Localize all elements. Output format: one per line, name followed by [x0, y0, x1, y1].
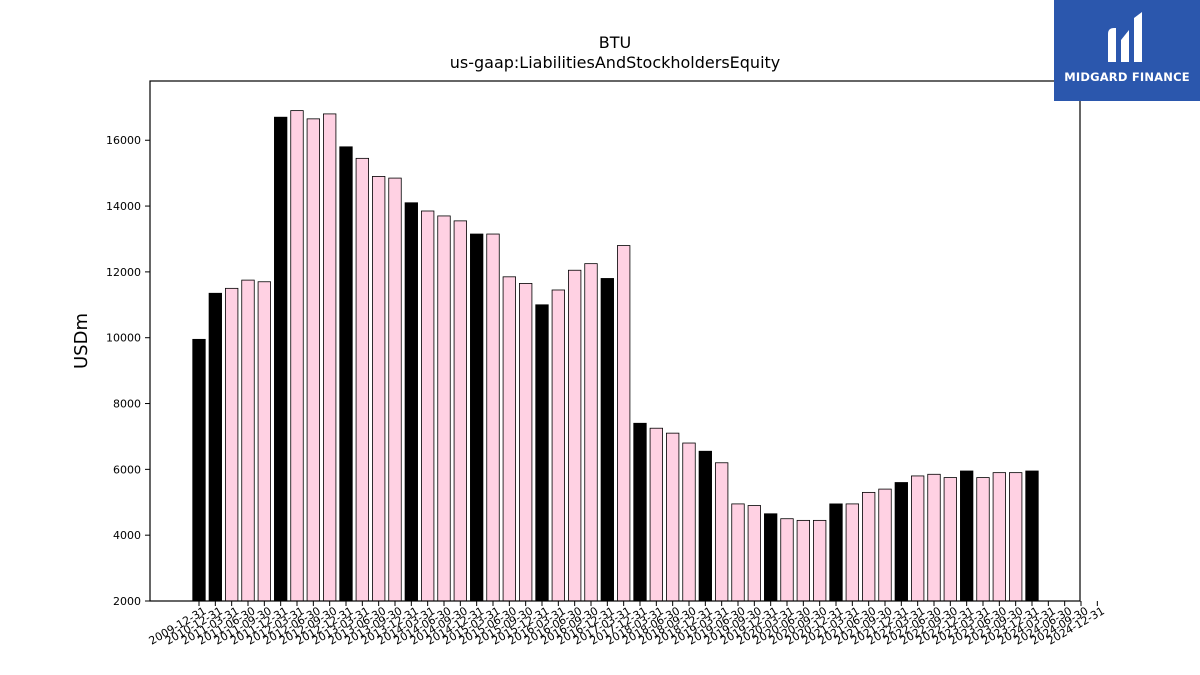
bar	[290, 110, 304, 602]
bar	[323, 113, 337, 602]
y-tick-label: 2000	[113, 595, 141, 608]
y-tick-label: 4000	[113, 529, 141, 542]
bar	[306, 118, 320, 602]
bar	[960, 470, 974, 602]
bar	[666, 432, 680, 602]
bar	[698, 450, 712, 602]
bar	[976, 477, 990, 602]
bar	[617, 245, 631, 602]
bar	[796, 519, 810, 602]
bar	[715, 462, 729, 602]
bar	[600, 278, 614, 602]
bar	[992, 472, 1006, 602]
bar	[813, 519, 827, 602]
y-axis-label: USDm	[71, 313, 92, 369]
bar	[1025, 470, 1039, 602]
bar	[502, 276, 516, 602]
bar	[1009, 472, 1023, 602]
chart-subtitle: us-gaap:LiabilitiesAndStockholdersEquity	[450, 53, 781, 72]
bar	[208, 292, 222, 602]
bar	[192, 338, 206, 602]
bar	[747, 505, 761, 602]
bar	[453, 220, 467, 602]
logo-mark-icon	[1108, 12, 1142, 62]
y-tick-label: 12000	[106, 266, 141, 279]
bar	[584, 263, 598, 602]
plot-area: 2000400060008000100001200014000160002009…	[106, 80, 1107, 648]
y-tick-label: 8000	[113, 398, 141, 411]
bar	[682, 442, 696, 602]
bar	[388, 177, 402, 602]
bar	[404, 202, 418, 602]
bar	[470, 233, 484, 602]
bar	[845, 503, 859, 602]
bar	[551, 289, 565, 602]
bar	[421, 210, 435, 602]
bar	[339, 146, 353, 602]
bar	[355, 157, 369, 602]
bar	[241, 279, 255, 602]
logo-text: MIDGARD FINANCE	[1064, 70, 1190, 84]
bar	[486, 233, 500, 602]
bar	[878, 488, 892, 602]
bar	[568, 269, 582, 602]
y-tick-label: 14000	[106, 200, 141, 213]
chart-title: BTU	[599, 33, 631, 52]
y-tick-label: 16000	[106, 134, 141, 147]
bar	[927, 473, 941, 602]
bar	[437, 215, 451, 602]
plot-frame	[149, 80, 1081, 602]
bar	[649, 427, 663, 602]
bar	[731, 503, 745, 602]
bar	[257, 281, 271, 602]
bar	[943, 477, 957, 602]
bar	[911, 475, 925, 602]
y-tick-label: 6000	[113, 463, 141, 476]
bar	[372, 176, 386, 602]
bar	[829, 503, 843, 602]
bar	[519, 283, 533, 602]
bar	[225, 287, 239, 602]
bar	[535, 304, 549, 602]
brand-logo: MIDGARD FINANCE	[1054, 0, 1200, 101]
y-tick-label: 10000	[106, 332, 141, 345]
bar	[894, 482, 908, 602]
bar	[862, 491, 876, 602]
bar	[764, 513, 778, 602]
bar	[780, 518, 794, 602]
bar	[274, 116, 288, 602]
bar	[633, 422, 647, 602]
